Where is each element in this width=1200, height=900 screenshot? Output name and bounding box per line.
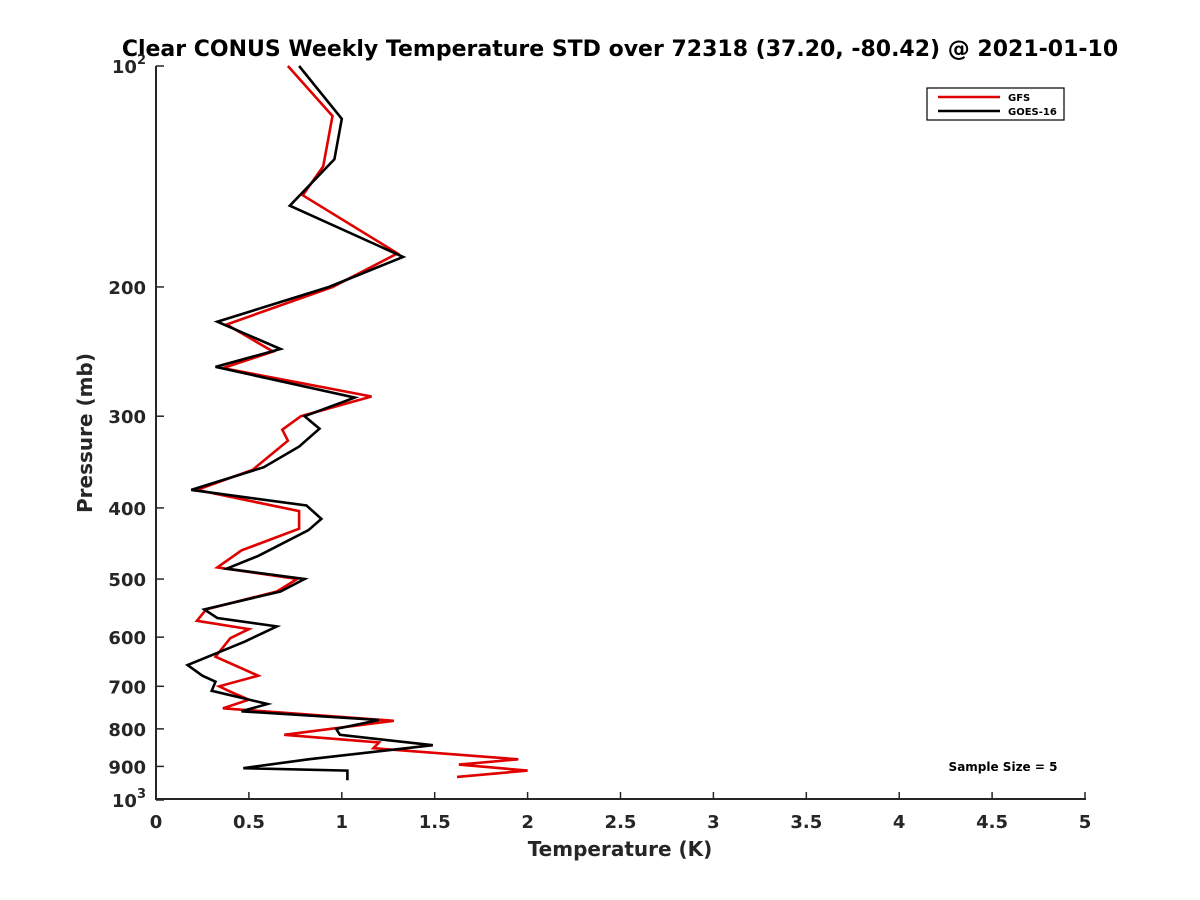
x-tick-label: 4.5 bbox=[976, 812, 1008, 833]
series-line-goes-16 bbox=[184, 65, 433, 781]
y-axis-label: Pressure (mb) bbox=[73, 353, 97, 513]
x-axis-line bbox=[155, 798, 1086, 800]
legend-label-gfs: GFS bbox=[1008, 93, 1030, 104]
chart-title: Clear CONUS Weekly Temperature STD over … bbox=[122, 37, 1118, 62]
x-tick-label: 1 bbox=[336, 812, 349, 833]
x-tick-label: 3.5 bbox=[790, 812, 822, 833]
x-tick-label: 2.5 bbox=[605, 812, 637, 833]
y-tick-label: 400 bbox=[108, 499, 146, 520]
y-tick-label: 900 bbox=[108, 757, 146, 778]
y-tick-label: 102 bbox=[112, 53, 146, 78]
y-tick-label: 700 bbox=[108, 677, 146, 698]
x-axis: 0 0.5 1 1.5 2 2.5 3 3.5 4 4.5 5 bbox=[150, 792, 1092, 833]
sample-size-annotation: Sample Size = 5 bbox=[949, 760, 1058, 774]
y-tick-label: 300 bbox=[108, 407, 146, 428]
x-tick-label: 1.5 bbox=[419, 812, 451, 833]
x-axis-label: Temperature (K) bbox=[528, 837, 713, 861]
x-tick-label: 3 bbox=[707, 812, 720, 833]
y-tick-label: 800 bbox=[108, 720, 146, 741]
y-axis: 102 200 300 400 500 600 700 800 900 103 bbox=[108, 53, 164, 812]
x-tick-label: 2 bbox=[521, 812, 534, 833]
y-tick-label: 103 bbox=[112, 787, 146, 812]
plot-lines bbox=[184, 65, 528, 781]
x-tick-label: 0.5 bbox=[233, 812, 265, 833]
x-tick-label: 4 bbox=[893, 812, 906, 833]
y-axis-line bbox=[155, 66, 157, 800]
y-tick-label: 600 bbox=[108, 628, 146, 649]
legend-label-goes-16: GOES-16 bbox=[1008, 107, 1057, 118]
y-tick-label: 500 bbox=[108, 570, 146, 591]
x-tick-label: 5 bbox=[1079, 812, 1092, 833]
series-line-gfs bbox=[192, 65, 528, 779]
x-tick-label: 0 bbox=[150, 812, 163, 833]
legend: GFS GOES-16 bbox=[926, 87, 1065, 121]
legend-box bbox=[926, 87, 1065, 121]
y-tick-label: 200 bbox=[108, 278, 146, 299]
